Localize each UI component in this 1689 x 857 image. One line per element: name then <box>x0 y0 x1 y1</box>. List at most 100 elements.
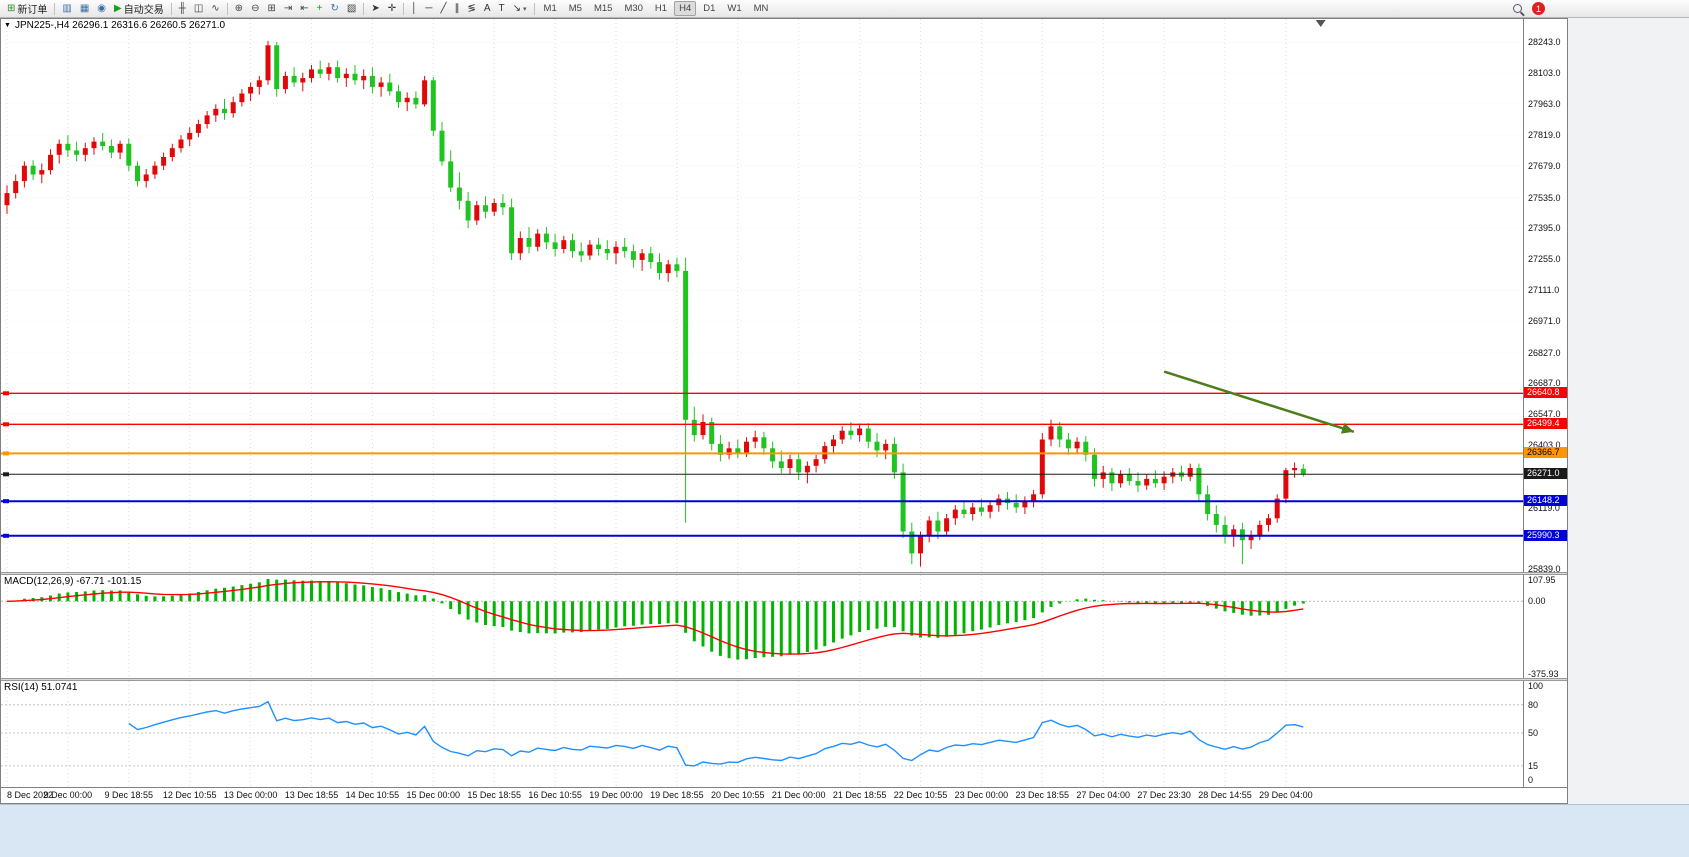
new-order-button[interactable]: ⊞ 新订单 <box>3 1 51 16</box>
timeframe-h1-button[interactable]: H1 <box>654 3 668 14</box>
candlestick-chart-button[interactable]: ◫ <box>190 1 207 16</box>
profiles-icon: ▦ <box>79 2 90 14</box>
chart-shift-button[interactable]: ⇤ <box>296 1 312 16</box>
macd-axis[interactable]: 107.95 0.00 -375.93 <box>1523 575 1567 678</box>
rsi-level-lines <box>1 704 1523 767</box>
macd-signal-line <box>6 580 1304 655</box>
hline-26366.7[interactable] <box>1 451 1523 456</box>
bar-chart-button[interactable]: ╫ <box>175 1 190 16</box>
crosshair-button[interactable]: ✛ <box>384 1 400 16</box>
hline-26148.2[interactable] <box>1 499 1523 504</box>
time-axis-label: 15 Dec 00:00 <box>406 790 461 800</box>
templates-button[interactable]: ▧ <box>343 1 360 16</box>
crosshair-icon: ✛ <box>387 2 397 14</box>
vertical-line-button[interactable]: │ <box>407 1 421 16</box>
hline-25990.3[interactable] <box>1 533 1523 538</box>
time-axis-label: 13 Dec 18:55 <box>284 790 339 800</box>
timeframe-m15-button[interactable]: M15 <box>593 3 613 14</box>
timeframe-m1-button[interactable]: M1 <box>543 3 557 14</box>
chart-shift-icon: ⇤ <box>300 2 309 14</box>
hline-26499.4[interactable] <box>1 422 1523 427</box>
chart-menu-arrow-icon[interactable]: ▼ <box>4 22 11 29</box>
zoom-out-button[interactable]: ⊖ <box>247 1 263 16</box>
trend-arrow-annotation[interactable] <box>1163 370 1355 434</box>
time-axis-label: 23 Dec 00:00 <box>954 790 1009 800</box>
auto-scroll-icon: ⇥ <box>283 2 293 14</box>
time-axis-label: 21 Dec 18:55 <box>832 790 887 800</box>
auto-scroll-button[interactable]: ⇥ <box>280 1 296 16</box>
line-chart-icon: ∿ <box>211 2 220 14</box>
time-axis-label: 28 Dec 14:55 <box>1198 790 1252 800</box>
indicators-button[interactable]: + <box>313 1 327 16</box>
workspace-background <box>1569 18 1689 804</box>
macd-label: MACD(12,26,9) -67.71 -101.15 <box>4 576 142 587</box>
time-axis-label: 16 Dec 10:55 <box>528 790 582 800</box>
profiles-button[interactable]: ▦ <box>76 1 93 16</box>
timeframe-toolbar: M1 M5 M15 M30 H1 H4 D1 W1 MN <box>538 0 775 18</box>
arrows-tool-button[interactable]: ↘ ▾ <box>509 1 531 16</box>
equidistant-channel-icon: ∥ <box>454 2 460 14</box>
time-axis-label: 27 Dec 23:30 <box>1137 790 1191 800</box>
timeframe-mn-button[interactable]: MN <box>753 3 769 14</box>
candlesticks <box>4 40 1306 567</box>
time-axis-label: 9 Dec 00:00 <box>43 790 93 800</box>
vertical-line-icon: │ <box>411 2 418 14</box>
time-axis[interactable]: 8 Dec 2022 9 Dec 00:00 9 Dec 18:55 12 Dec 1… <box>1 787 1567 803</box>
timeframe-w1-button[interactable]: W1 <box>727 3 742 14</box>
vertical-gridlines <box>6 19 1287 572</box>
trendline-button[interactable]: ╱ <box>436 1 450 16</box>
price-axis-label: 28103.0 <box>1528 68 1561 79</box>
horizontal-line-icon: ─ <box>425 2 433 14</box>
zoom-in-button[interactable]: ⊕ <box>231 1 247 16</box>
equidistant-channel-button[interactable]: ∥ <box>450 1 463 16</box>
charts-icon: ▥ <box>62 2 72 14</box>
period-cycle-icon: ↻ <box>330 2 339 14</box>
rsi-axis[interactable]: 100 80 50 15 0 <box>1523 681 1567 787</box>
hline-26271.0[interactable] <box>1 472 1523 477</box>
rsi-pane: 100 80 50 15 0 RSI(14) 51.0741 <box>1 681 1567 787</box>
panel-splitter[interactable] <box>1 572 1567 575</box>
text-button[interactable]: A <box>480 1 495 16</box>
fibonacci-button[interactable]: ≶ <box>463 1 479 16</box>
zoom-out-icon: ⊖ <box>251 2 260 14</box>
time-axis-label: 21 Dec 00:00 <box>771 790 826 800</box>
charts-button[interactable]: ▥ <box>58 1 75 16</box>
timeframe-h4-button[interactable]: H4 <box>674 1 697 16</box>
rsi-svg <box>1 681 1523 787</box>
timeframe-d1-button[interactable]: D1 <box>703 3 716 14</box>
panel-splitter-2[interactable] <box>1 678 1567 681</box>
timeframe-m30-button[interactable]: M30 <box>624 3 643 14</box>
main-chart-svg <box>1 19 1523 572</box>
indicators-icon: + <box>316 2 323 14</box>
chart-shift-marker[interactable] <box>1315 20 1326 27</box>
main-price-axis[interactable]: 28243.0 28103.0 27963.0 27819.0 27679.0 27535… <box>1523 19 1567 572</box>
text-label-button[interactable]: T <box>495 1 509 16</box>
alerts-button[interactable]: ◉ <box>93 1 110 16</box>
auto-trading-button[interactable]: ▶ 自动交易 <box>110 1 168 16</box>
time-axis-label: 19 Dec 18:55 <box>650 790 704 800</box>
price-axis-label: 27395.0 <box>1528 223 1561 234</box>
notification-badge[interactable]: 1 <box>1532 2 1545 15</box>
time-axis-label: 23 Dec 18:55 <box>1015 790 1070 800</box>
toolbar-separator <box>54 2 56 15</box>
price-tag-26640.8: 26640.8 <box>1524 387 1567 399</box>
search-icon[interactable] <box>1513 4 1522 13</box>
line-chart-button[interactable]: ∿ <box>207 1 223 16</box>
candlestick-chart-icon: ◫ <box>193 2 204 14</box>
time-axis-label: 29 Dec 04:00 <box>1259 790 1313 800</box>
horizontal-line-button[interactable]: ─ <box>421 1 436 16</box>
hline-26640.8[interactable] <box>1 391 1523 396</box>
price-axis-label: 27111.0 <box>1528 285 1560 296</box>
period-cycle-button[interactable]: ↻ <box>326 1 342 16</box>
time-axis-label: 9 Dec 18:55 <box>104 790 154 800</box>
alerts-icon: ◉ <box>97 2 107 14</box>
time-axis-label: 12 Dec 10:55 <box>162 790 217 800</box>
timeframe-m5-button[interactable]: M5 <box>568 3 582 14</box>
cursor-button[interactable]: ➤ <box>367 1 383 16</box>
toolbar-separator <box>226 2 228 15</box>
tile-windows-button[interactable]: ⊞ <box>263 1 279 16</box>
time-axis-label: 27 Dec 04:00 <box>1076 790 1130 800</box>
cursor-icon: ➤ <box>371 2 380 14</box>
time-axis-label: 8 Dec 2022 <box>7 790 54 800</box>
vertical-gridlines <box>6 575 1287 678</box>
